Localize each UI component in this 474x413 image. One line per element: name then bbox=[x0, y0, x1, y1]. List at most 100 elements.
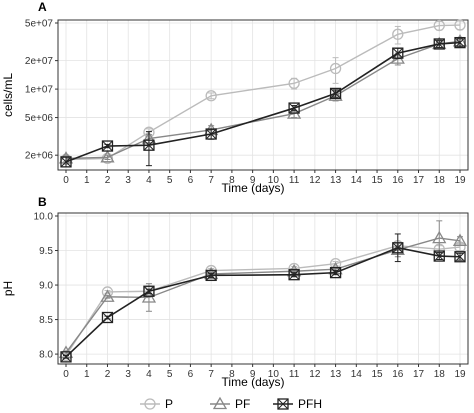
y-tick-label-a: 5e+06 bbox=[25, 113, 54, 124]
series-pfh-a bbox=[60, 36, 466, 168]
x-tick-label-b: 12 bbox=[309, 369, 321, 380]
panel-label-a: A bbox=[38, 0, 47, 14]
legend-item-p: P bbox=[140, 397, 173, 411]
x-tick-label-b: 9 bbox=[250, 369, 256, 380]
x-tick-label-b: 0 bbox=[63, 369, 69, 380]
x-tick-label-a: 12 bbox=[309, 175, 321, 186]
data-point-cross bbox=[143, 285, 155, 297]
x-tick-label-b: 19 bbox=[454, 369, 466, 380]
y-tick-label-b: 10.0 bbox=[34, 212, 54, 223]
x-tick-label-a: 10 bbox=[268, 175, 280, 186]
data-point bbox=[288, 102, 300, 114]
legend-marker bbox=[144, 398, 156, 410]
x-tick-label-b: 6 bbox=[188, 369, 194, 380]
data-point-cross bbox=[392, 242, 404, 254]
x-tick-label-a: 14 bbox=[351, 175, 363, 186]
data-point bbox=[100, 289, 115, 302]
data-point bbox=[288, 77, 300, 90]
panel-label-b: B bbox=[38, 195, 47, 209]
x-tick-label-a: 11 bbox=[289, 175, 300, 186]
data-point bbox=[205, 269, 217, 282]
plot-border-a bbox=[57, 19, 469, 171]
x-tick-label-b: 10 bbox=[268, 369, 280, 380]
x-axis-label-b: Time (days) bbox=[222, 375, 285, 389]
data-point-cross bbox=[392, 47, 404, 59]
x-tick-label-a: 6 bbox=[188, 175, 194, 186]
x-tick-label-a: 19 bbox=[454, 175, 466, 186]
x-tick-label-a: 17 bbox=[413, 175, 425, 186]
legend-item-pf: PF bbox=[210, 396, 250, 411]
data-point bbox=[433, 250, 445, 262]
legend-label: PFH bbox=[298, 397, 322, 411]
x-tick-label-b: 7 bbox=[208, 369, 214, 380]
data-point-cross bbox=[205, 270, 217, 281]
data-point bbox=[60, 351, 72, 363]
data-point-cross bbox=[60, 351, 72, 363]
series-line bbox=[65, 244, 461, 356]
data-point bbox=[100, 149, 115, 163]
y-tick-label-b: 8.5 bbox=[39, 315, 53, 326]
data-point-cross bbox=[433, 250, 445, 262]
x-tick-label-a: 18 bbox=[434, 175, 446, 186]
x-tick-label-a: 0 bbox=[63, 175, 69, 186]
x-tick-label-b: 11 bbox=[289, 369, 300, 380]
data-point-cross bbox=[288, 102, 300, 114]
y-tick-label-b: 9.5 bbox=[39, 246, 53, 257]
x-tick-label-b: 14 bbox=[351, 369, 363, 380]
series-line bbox=[65, 24, 461, 161]
x-tick-label-b: 13 bbox=[330, 369, 342, 380]
data-point-cross bbox=[205, 128, 217, 140]
data-point bbox=[432, 230, 447, 244]
plot-area-b bbox=[58, 213, 468, 364]
data-point bbox=[205, 128, 217, 140]
data-point bbox=[101, 311, 114, 324]
data-point bbox=[205, 90, 217, 102]
x-tick-label-b: 18 bbox=[434, 369, 446, 380]
data-point bbox=[288, 269, 300, 281]
data-point bbox=[329, 266, 342, 279]
data-point bbox=[433, 19, 445, 32]
plot-area-a bbox=[58, 20, 468, 170]
x-tick-label-a: 7 bbox=[208, 175, 214, 186]
legend-marker-cross bbox=[277, 398, 289, 410]
y-tick-label-a: 2e+07 bbox=[25, 56, 54, 67]
y-tick-label-a: 5e+07 bbox=[25, 19, 54, 30]
data-point bbox=[60, 156, 72, 168]
x-tick-label-a: 5 bbox=[167, 175, 173, 186]
legend-label: PF bbox=[235, 397, 250, 411]
x-tick-label-b: 2 bbox=[105, 369, 111, 380]
legend-marker bbox=[277, 398, 289, 410]
chart-legend: P PF PFH bbox=[140, 396, 322, 411]
x-tick-label-b: 15 bbox=[371, 369, 383, 380]
legend-marker bbox=[212, 396, 228, 410]
x-axis-label-a: Time (days) bbox=[222, 181, 285, 195]
data-point bbox=[454, 19, 466, 31]
data-point bbox=[392, 47, 404, 59]
data-point-cross bbox=[143, 139, 155, 151]
x-tick-label-b: 16 bbox=[392, 369, 404, 380]
series-pfh-b bbox=[60, 233, 466, 363]
x-tick-label-a: 1 bbox=[84, 175, 90, 186]
x-tick-label-a: 3 bbox=[125, 175, 131, 186]
data-point bbox=[329, 87, 342, 100]
series-line bbox=[65, 237, 461, 354]
y-tick-label-a: 1e+07 bbox=[25, 85, 54, 96]
plot-border-b bbox=[57, 212, 469, 365]
data-point-cross bbox=[288, 269, 300, 281]
x-tick-label-a: 16 bbox=[392, 175, 404, 186]
x-tick-label-a: 15 bbox=[371, 175, 383, 186]
x-tick-label-a: 2 bbox=[105, 175, 111, 186]
x-tick-label-b: 17 bbox=[413, 369, 425, 380]
x-tick-label-b: 3 bbox=[125, 369, 131, 380]
data-point bbox=[452, 233, 468, 247]
data-point bbox=[454, 251, 466, 263]
y-axis-label-b: pH bbox=[1, 281, 15, 296]
x-tick-label-a: 8 bbox=[229, 175, 235, 186]
x-tick-label-a: 13 bbox=[330, 175, 342, 186]
legend-label: P bbox=[165, 397, 173, 411]
data-point-cross bbox=[102, 312, 113, 323]
data-point-cross bbox=[60, 156, 72, 168]
x-tick-label-b: 8 bbox=[229, 369, 235, 380]
